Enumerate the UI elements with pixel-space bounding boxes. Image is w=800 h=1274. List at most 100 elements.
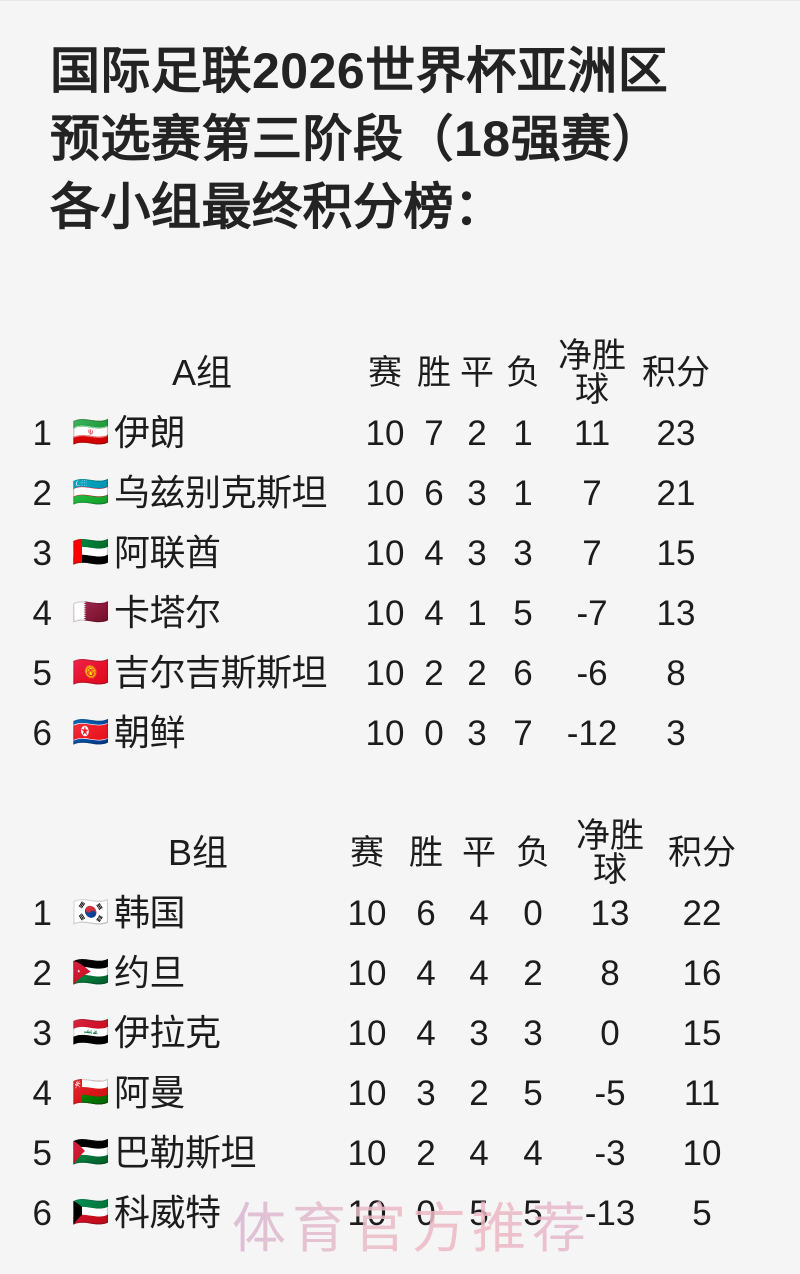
col-header-won: 胜 (417, 354, 451, 392)
row-won: 4 (416, 953, 436, 993)
flag-iran-icon: 🇮🇷 (72, 415, 110, 449)
row-lost: 3 (513, 533, 533, 573)
row-team-name: 韩国 (114, 894, 186, 932)
table-row[interactable]: 3 🇮🇶 伊拉克 10 4 3 3 0 15 (0, 1003, 800, 1063)
group-b-label: B组 (167, 834, 228, 872)
row-rank: 1 (32, 893, 52, 933)
row-played: 10 (347, 893, 387, 933)
row-rank: 6 (32, 1193, 52, 1233)
row-stats: 10 6 4 0 13 22 (334, 883, 800, 943)
row-team-name: 伊朗 (114, 414, 186, 452)
row-goal-diff: -5 (594, 1073, 626, 1113)
row-drawn: 2 (467, 413, 487, 453)
row-team-cell: 🇮🇷 伊朗 (62, 414, 342, 452)
table-row[interactable]: 5 🇰🇬 吉尔吉斯斯坦 10 2 2 6 -6 8 (0, 643, 800, 703)
row-points: 3 (666, 713, 686, 753)
table-row[interactable]: 6 🇰🇵 朝鲜 10 0 3 7 -12 3 (0, 703, 800, 763)
row-rank: 5 (32, 1133, 52, 1173)
row-points: 21 (656, 473, 696, 513)
row-stats: 10 4 1 5 -7 13 (342, 583, 800, 643)
row-team-cell: 🇰🇷 韩国 (62, 894, 334, 932)
group-a-table: A组 赛 胜 平 负 净胜球 积分 1 🇮🇷 伊朗 10 7 2 1 (0, 339, 800, 763)
group-a-name-cell: A组 (62, 354, 342, 392)
col-header-played: 赛 (350, 834, 384, 872)
row-goal-diff: -7 (576, 593, 608, 633)
row-won: 4 (424, 593, 444, 633)
row-goal-diff: -12 (566, 713, 618, 753)
flag-iraq-icon: 🇮🇶 (72, 1015, 110, 1049)
flag-palestine-icon: 🇵🇸 (72, 1135, 110, 1169)
row-drawn: 4 (469, 893, 489, 933)
row-team-name: 吉尔吉斯斯坦 (114, 654, 328, 692)
row-won: 6 (416, 893, 436, 933)
row-stats: 10 4 4 2 8 16 (334, 943, 800, 1003)
table-row[interactable]: 1 🇮🇷 伊朗 10 7 2 1 11 23 (0, 403, 800, 463)
table-row[interactable]: 4 🇶🇦 卡塔尔 10 4 1 5 -7 13 (0, 583, 800, 643)
group-b-table: B组 赛 胜 平 负 净胜球 积分 1 🇰🇷 韩国 10 6 4 0 (0, 819, 800, 1243)
row-team-cell: 🇶🇦 卡塔尔 (62, 594, 342, 632)
row-played: 10 (365, 593, 405, 633)
row-points: 16 (682, 953, 722, 993)
row-points: 11 (683, 1073, 721, 1113)
row-drawn: 2 (467, 653, 487, 693)
table-row[interactable]: 2 🇺🇿 乌兹别克斯坦 10 6 3 1 7 21 (0, 463, 800, 523)
row-won: 2 (424, 653, 444, 693)
flag-jordan-icon: 🇯🇴 (72, 955, 110, 989)
row-lost: 6 (513, 653, 533, 693)
table-row[interactable]: 5 🇵🇸 巴勒斯坦 10 2 4 4 -3 10 (0, 1123, 800, 1183)
table-row[interactable]: 6 🇰🇼 科威特 10 0 5 5 -13 5 (0, 1183, 800, 1243)
row-team-cell: 🇰🇬 吉尔吉斯斯坦 (62, 654, 342, 692)
flag-uae-icon: 🇦🇪 (72, 535, 110, 569)
row-played: 10 (347, 1073, 387, 1113)
row-points: 15 (682, 1013, 722, 1053)
row-lost: 3 (523, 1013, 543, 1053)
col-header-won: 胜 (409, 834, 443, 872)
flag-qatar-icon: 🇶🇦 (72, 595, 110, 629)
row-rank: 4 (32, 1073, 52, 1113)
page-title-line-1: 国际足联2026世界杯亚洲区 (50, 43, 669, 99)
row-team-name: 阿曼 (114, 1074, 186, 1112)
row-team-cell: 🇯🇴 约旦 (62, 954, 334, 992)
row-drawn: 2 (469, 1073, 489, 1113)
row-rank: 3 (32, 1013, 52, 1053)
page-title-line-2: 预选赛第三阶段（18强赛） (50, 111, 663, 167)
row-stats: 10 4 3 3 0 15 (334, 1003, 800, 1063)
table-row[interactable]: 2 🇯🇴 约旦 10 4 4 2 8 16 (0, 943, 800, 1003)
row-team-name: 卡塔尔 (114, 594, 221, 632)
table-row[interactable]: 4 🇴🇲 阿曼 10 3 2 5 -5 11 (0, 1063, 800, 1123)
row-drawn: 3 (467, 713, 487, 753)
row-team-name: 朝鲜 (114, 714, 186, 752)
group-b-stat-headers: 赛 胜 平 负 净胜球 积分 (334, 819, 800, 887)
row-goal-diff: 7 (582, 533, 602, 573)
row-team-name: 约旦 (114, 954, 186, 992)
page-title: 国际足联2026世界杯亚洲区 预选赛第三阶段（18强赛） 各小组最终积分榜： (50, 37, 750, 241)
row-stats: 10 3 2 5 -5 11 (334, 1063, 800, 1123)
row-team-cell: 🇰🇼 科威特 (62, 1194, 334, 1232)
table-row[interactable]: 3 🇦🇪 阿联酋 10 4 3 3 7 15 (0, 523, 800, 583)
row-goal-diff: 8 (600, 953, 620, 993)
flag-oman-icon: 🇴🇲 (72, 1075, 110, 1109)
row-won: 0 (424, 713, 444, 753)
row-drawn: 3 (467, 533, 487, 573)
row-played: 10 (365, 653, 405, 693)
row-lost: 7 (513, 713, 533, 753)
row-team-name: 伊拉克 (114, 1014, 221, 1052)
row-lost: 2 (523, 953, 543, 993)
col-header-points: 积分 (642, 354, 710, 392)
row-lost: 4 (523, 1133, 543, 1173)
row-played: 10 (365, 473, 405, 513)
row-goal-diff: 7 (582, 473, 602, 513)
row-rank: 3 (32, 533, 52, 573)
row-won: 4 (416, 1013, 436, 1053)
row-goal-diff: 11 (573, 413, 611, 453)
row-lost: 5 (513, 593, 533, 633)
row-points: 13 (656, 593, 696, 633)
col-header-drawn: 平 (462, 834, 496, 872)
col-header-drawn: 平 (460, 354, 494, 392)
table-row[interactable]: 1 🇰🇷 韩国 10 6 4 0 13 22 (0, 883, 800, 943)
row-points: 23 (656, 413, 696, 453)
flag-kyrgyzstan-icon: 🇰🇬 (72, 655, 110, 689)
col-header-goal-diff: 净胜球 (576, 817, 644, 889)
row-lost: 1 (513, 473, 533, 513)
